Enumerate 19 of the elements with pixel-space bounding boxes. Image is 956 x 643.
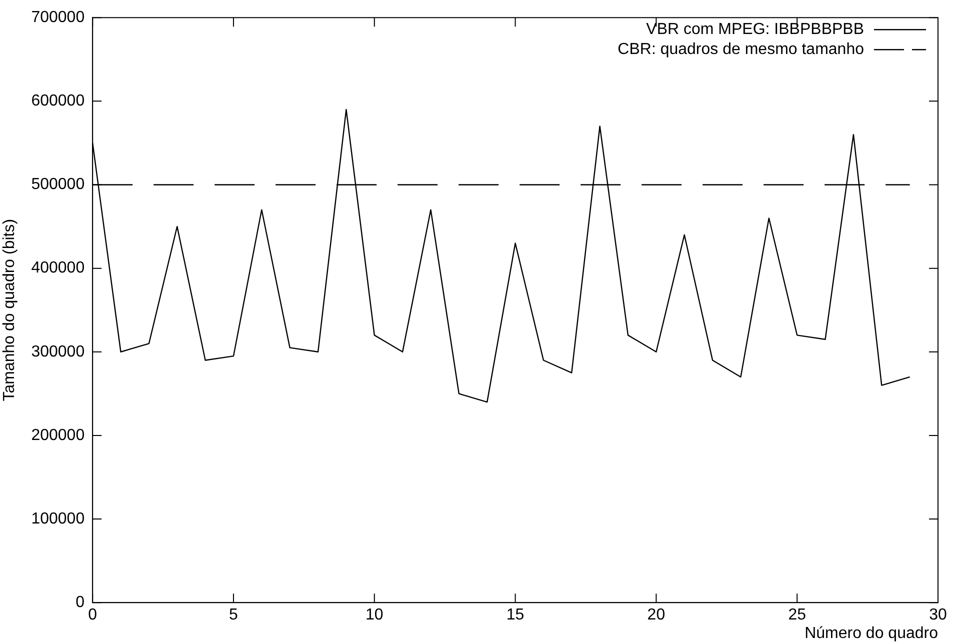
x-tick-label: 15 [506,606,524,624]
y-tick-label: 100000 [31,510,85,528]
legend-label: VBR com MPEG: IBBPBBPBB [646,21,864,38]
y-tick-label: 600000 [31,92,85,110]
x-tick-label: 0 [88,606,98,624]
x-tick-label: 20 [647,606,666,624]
y-tick-label: 200000 [31,426,85,444]
y-tick-label: 300000 [31,343,85,360]
legend-label: CBR: quadros de mesmo tamanho [618,41,864,58]
x-axis-title: Número do quadro [804,624,938,642]
x-tick-label: 25 [788,606,806,624]
y-tick-label: 500000 [31,176,85,194]
x-tick-label: 5 [229,606,238,624]
y-axis-title: Tamanho do quadro (bits) [1,218,18,402]
y-tick-label: 0 [76,594,85,612]
y-tick-label: 700000 [31,9,85,26]
y-tick-label: 400000 [31,260,85,277]
x-tick-label: 30 [929,606,947,624]
x-tick-label: 10 [365,606,384,624]
